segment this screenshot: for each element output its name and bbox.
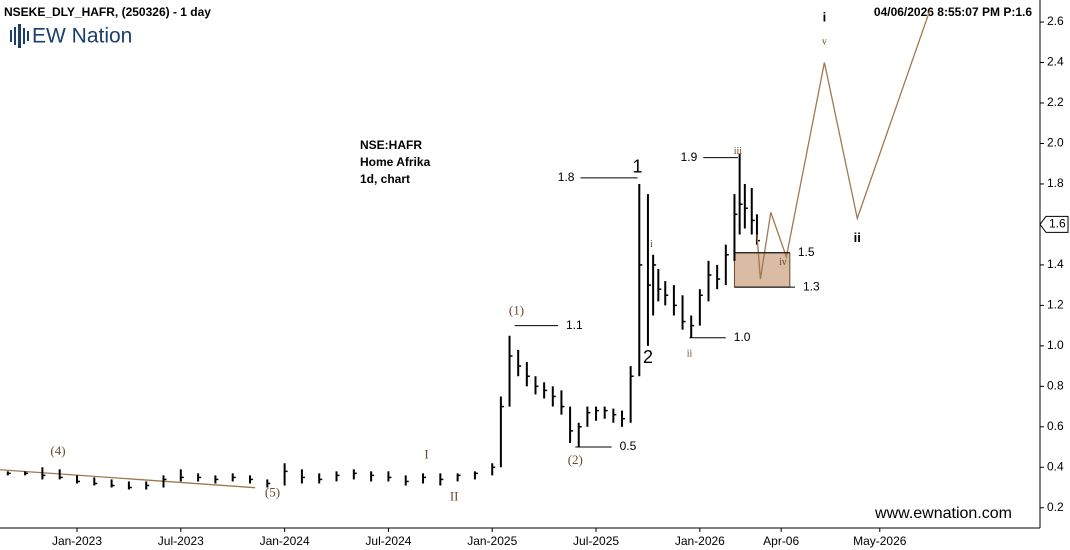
wave-label: (4)	[50, 443, 65, 458]
logo-icon	[10, 24, 29, 48]
y-tick-label: 0.4	[1047, 459, 1064, 473]
y-tick-label: 0.8	[1047, 379, 1064, 393]
wave-label: II	[450, 489, 459, 504]
y-tick-label: 1.8	[1047, 176, 1064, 190]
wave-label: 2	[643, 347, 653, 367]
x-tick-label: Jan-2023	[52, 534, 102, 548]
y-tick-label: 2.6	[1047, 14, 1064, 28]
projection-line	[756, 9, 931, 280]
y-tick-label: 2.4	[1047, 55, 1064, 69]
level-label: 1.0	[734, 330, 751, 344]
x-tick-label: Jul-2023	[158, 534, 204, 548]
y-tick-label: 1.4	[1047, 257, 1064, 271]
x-tick-label: Jan-2024	[260, 534, 310, 548]
website: www.ewnation.com	[874, 505, 1012, 522]
x-tick-label: Jan-2026	[675, 534, 725, 548]
x-tick-label: Jan-2025	[467, 534, 517, 548]
wave-label: I	[424, 447, 428, 462]
level-label: 1.3	[803, 279, 820, 293]
level-label: 1.8	[558, 170, 575, 184]
y-tick-label: 2.0	[1047, 136, 1064, 150]
wave-label: v	[822, 37, 827, 48]
info: 1d, chart	[360, 172, 410, 186]
level-label: 1.5	[798, 245, 815, 259]
wave-label: ii	[687, 348, 693, 359]
symbol: NSEKE_DLY_HAFR, (250326) - 1 day	[4, 5, 211, 19]
wave-label: (5)	[265, 485, 280, 500]
logo: EW Nation	[32, 25, 132, 48]
x-tick-label: Jul-2025	[573, 534, 619, 548]
wave-label: ii	[854, 230, 861, 245]
level-label: 1.9	[681, 150, 698, 164]
last-price-label: 1.6	[1049, 217, 1066, 231]
wave-label: i	[650, 239, 653, 250]
level-label: 0.5	[620, 439, 637, 453]
y-tick-label: 2.2	[1047, 95, 1064, 109]
x-tick-label: May-2026	[853, 534, 907, 548]
last-price-tag	[1039, 215, 1069, 233]
wave-label: iii	[734, 146, 743, 157]
timestamp: 04/06/2026 8:55:07 PM P:1.6	[874, 5, 1032, 19]
info: Home Afrika	[360, 155, 431, 169]
level-label: 1.1	[566, 318, 583, 332]
y-tick-label: 0.6	[1047, 419, 1064, 433]
wave-label: 1	[633, 157, 643, 177]
x-tick-label: Jul-2024	[365, 534, 411, 548]
x-tick-label: Apr-06	[763, 534, 799, 548]
y-tick-label: 1.0	[1047, 338, 1064, 352]
wave-label: i	[823, 9, 827, 24]
y-tick-label: 0.2	[1047, 500, 1064, 514]
wave-label: (2)	[568, 452, 583, 467]
y-tick-label: 1.2	[1047, 298, 1064, 312]
info: NSE:HAFR	[360, 138, 422, 152]
wave-label: iv	[779, 257, 787, 268]
wave-label: (1)	[509, 302, 524, 317]
